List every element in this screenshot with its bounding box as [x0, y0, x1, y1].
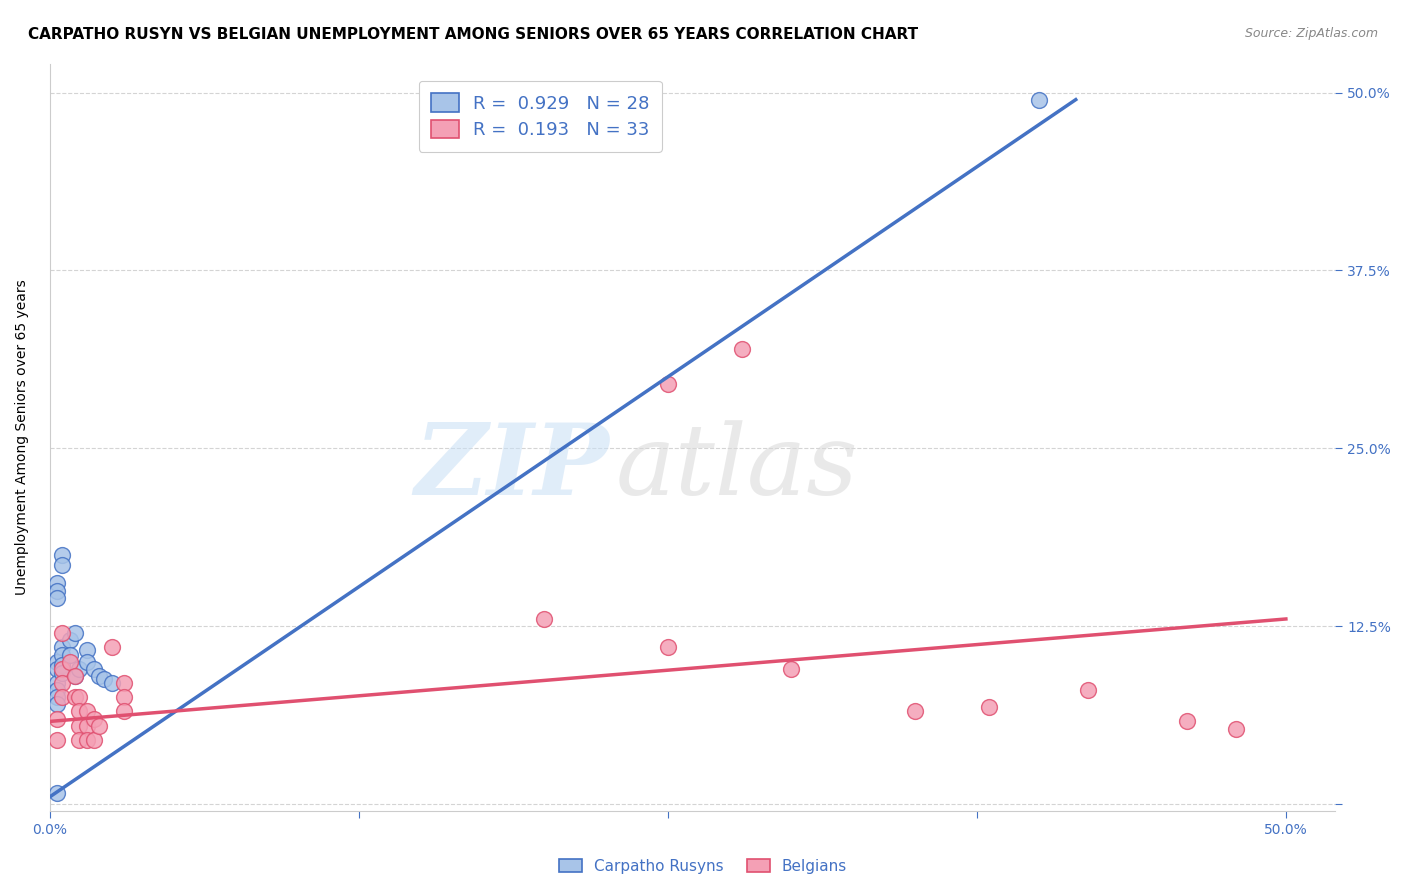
Point — [51, 648, 73, 662]
Point — [51, 626, 73, 640]
Point — [93, 672, 115, 686]
Point — [51, 676, 73, 690]
Point — [89, 669, 111, 683]
Point — [46, 712, 69, 726]
Point — [46, 576, 69, 591]
Point — [76, 732, 98, 747]
Point — [46, 583, 69, 598]
Point — [112, 676, 135, 690]
Point — [69, 662, 91, 676]
Point — [63, 690, 86, 705]
Point — [76, 643, 98, 657]
Point — [59, 648, 82, 662]
Text: atlas: atlas — [616, 420, 858, 515]
Point — [69, 705, 91, 719]
Legend: R =  0.929   N = 28, R =  0.193   N = 33: R = 0.929 N = 28, R = 0.193 N = 33 — [419, 80, 662, 152]
Point — [46, 683, 69, 698]
Point — [1175, 714, 1198, 729]
Point — [100, 640, 122, 655]
Point — [46, 690, 69, 705]
Point — [979, 700, 1001, 714]
Point — [76, 655, 98, 669]
Point — [83, 712, 105, 726]
Point — [59, 633, 82, 648]
Point — [1225, 722, 1247, 736]
Point — [657, 377, 679, 392]
Point — [46, 655, 69, 669]
Point — [76, 719, 98, 733]
Point — [657, 640, 679, 655]
Point — [83, 662, 105, 676]
Legend: Carpatho Rusyns, Belgians: Carpatho Rusyns, Belgians — [553, 853, 853, 880]
Point — [51, 548, 73, 562]
Point — [780, 662, 803, 676]
Point — [904, 705, 927, 719]
Point — [69, 690, 91, 705]
Point — [100, 676, 122, 690]
Point — [51, 666, 73, 681]
Point — [51, 657, 73, 672]
Point — [51, 662, 73, 676]
Point — [46, 591, 69, 605]
Point — [69, 732, 91, 747]
Y-axis label: Unemployment Among Seniors over 65 years: Unemployment Among Seniors over 65 years — [15, 280, 30, 596]
Point — [112, 690, 135, 705]
Point — [69, 719, 91, 733]
Point — [51, 640, 73, 655]
Point — [63, 626, 86, 640]
Point — [46, 698, 69, 712]
Point — [1077, 683, 1099, 698]
Point — [76, 705, 98, 719]
Point — [63, 669, 86, 683]
Text: CARPATHO RUSYN VS BELGIAN UNEMPLOYMENT AMONG SENIORS OVER 65 YEARS CORRELATION C: CARPATHO RUSYN VS BELGIAN UNEMPLOYMENT A… — [28, 27, 918, 42]
Point — [51, 690, 73, 705]
Point — [89, 719, 111, 733]
Point — [533, 612, 555, 626]
Point — [83, 732, 105, 747]
Point — [731, 342, 754, 356]
Point — [46, 676, 69, 690]
Text: ZIP: ZIP — [413, 419, 609, 516]
Text: Source: ZipAtlas.com: Source: ZipAtlas.com — [1244, 27, 1378, 40]
Point — [112, 705, 135, 719]
Point — [63, 669, 86, 683]
Point — [51, 558, 73, 572]
Point — [1028, 93, 1050, 107]
Point — [46, 732, 69, 747]
Point — [59, 655, 82, 669]
Point — [46, 662, 69, 676]
Point — [46, 786, 69, 800]
